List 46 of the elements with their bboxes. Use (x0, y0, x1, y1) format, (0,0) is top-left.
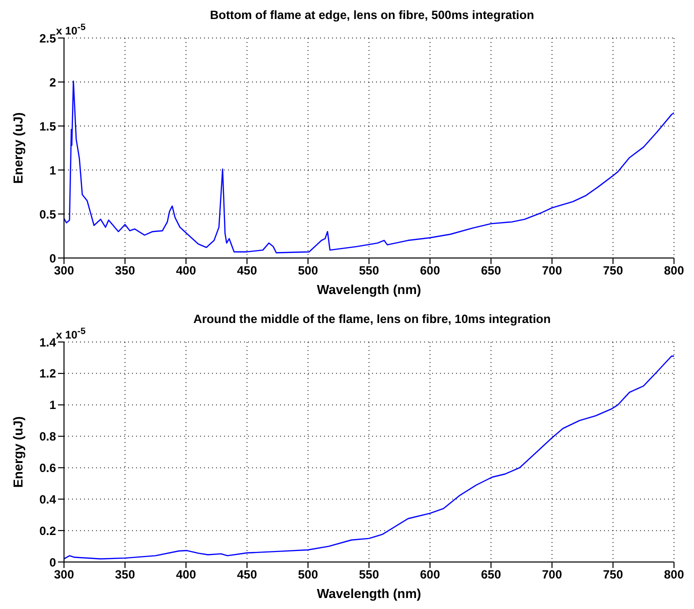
x-tick-label: 800 (664, 264, 684, 278)
x-tick-label: 750 (602, 264, 624, 278)
y-axis-title: Energy (uJ) (10, 112, 26, 184)
x-tick-label: 400 (176, 264, 196, 278)
x-axis-title: Wavelength (nm) (316, 282, 422, 297)
x-tick-label: 650 (480, 568, 502, 582)
x-tick-label: 300 (54, 568, 74, 582)
x-tick-label: 500 (298, 568, 318, 582)
y-tick-label: 2 (49, 75, 56, 90)
x-tick-label: 750 (602, 568, 624, 582)
x-tick-label: 550 (358, 568, 380, 582)
line-series (64, 356, 674, 560)
x-tick-label: 650 (480, 264, 502, 278)
y-tick-label: 0.6 (39, 460, 56, 475)
y-tick-label: 1.2 (39, 366, 56, 381)
x-tick-label: 400 (176, 568, 196, 582)
y-tick-label: 0 (49, 251, 56, 266)
y-axis-title: Energy (uJ) (10, 416, 26, 488)
text: x 10$^{-5}$ (56, 326, 86, 342)
y-tick-label: 0.5 (39, 207, 56, 222)
x-tick-label: 450 (236, 264, 258, 278)
y-tick-label: 0.8 (39, 430, 56, 444)
chart-title: Bottom of flame at edge, lens on fibre, 500ms integration (210, 8, 534, 22)
y-tick-label: 0 (49, 555, 56, 570)
line-series (64, 80, 674, 254)
y-tick-label: 1.4 (39, 335, 56, 350)
y-tick-label: 1.5 (39, 119, 56, 134)
y-tick-label: 0.2 (39, 524, 56, 538)
x-tick-label: 600 (420, 568, 440, 582)
x-tick-label: 500 (298, 264, 318, 278)
x-tick-label: 300 (54, 264, 74, 278)
x-tick-label: 350 (114, 264, 136, 278)
chart-title: Around the middle of the flame, lens on fibre, 10ms integration (193, 312, 551, 326)
x-tick-label: 700 (542, 264, 562, 278)
x-tick-label: 450 (236, 568, 258, 582)
x-tick-label: 600 (420, 264, 440, 278)
y-tick-label: 1 (49, 398, 56, 412)
y-tick-label: 0.4 (39, 492, 56, 506)
x-axis-title: Wavelength (nm) (316, 586, 422, 601)
x-tick-label: 700 (542, 568, 562, 582)
y-tick-label: 1 (49, 163, 56, 178)
x-tick-label: 350 (114, 568, 136, 582)
text: x 10$^{-5}$ (56, 22, 86, 38)
y-tick-label: 2.5 (39, 31, 56, 46)
x-tick-label: 550 (358, 264, 380, 278)
x-tick-label: 800 (664, 568, 684, 582)
